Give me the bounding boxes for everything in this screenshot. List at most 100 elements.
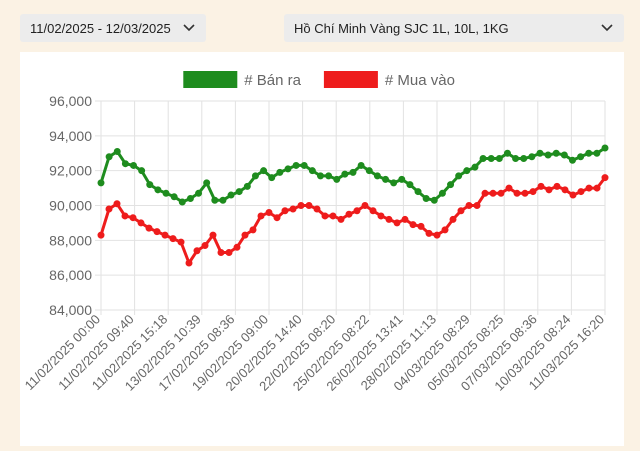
data-point[interactable]	[441, 226, 449, 234]
data-point[interactable]	[520, 154, 528, 162]
data-point[interactable]	[97, 231, 105, 239]
data-point[interactable]	[337, 215, 345, 223]
data-point[interactable]	[417, 222, 425, 230]
data-point[interactable]	[414, 188, 422, 196]
data-point[interactable]	[249, 226, 257, 234]
data-point[interactable]	[545, 186, 553, 194]
data-point[interactable]	[593, 149, 601, 157]
data-point[interactable]	[503, 149, 511, 157]
data-point[interactable]	[345, 210, 353, 218]
data-point[interactable]	[449, 215, 457, 223]
data-point[interactable]	[201, 242, 209, 250]
data-point[interactable]	[406, 181, 414, 189]
data-point[interactable]	[97, 179, 105, 187]
data-point[interactable]	[169, 235, 177, 243]
data-point[interactable]	[601, 174, 609, 182]
data-point[interactable]	[227, 191, 235, 199]
data-point[interactable]	[284, 165, 292, 173]
data-point[interactable]	[325, 172, 333, 180]
data-point[interactable]	[438, 189, 446, 197]
data-point[interactable]	[513, 189, 521, 197]
data-point[interactable]	[561, 186, 569, 194]
legend-swatch[interactable]	[183, 71, 238, 88]
data-point[interactable]	[153, 228, 161, 236]
data-point[interactable]	[471, 163, 479, 171]
data-point[interactable]	[552, 149, 560, 157]
data-point[interactable]	[577, 188, 585, 196]
data-point[interactable]	[273, 214, 281, 222]
data-point[interactable]	[430, 196, 438, 204]
data-point[interactable]	[162, 189, 170, 197]
data-point[interactable]	[265, 208, 273, 216]
legend-label[interactable]: # Mua vào	[385, 72, 455, 89]
data-point[interactable]	[425, 229, 433, 237]
data-point[interactable]	[193, 247, 201, 255]
data-point[interactable]	[349, 168, 357, 176]
data-point[interactable]	[177, 238, 185, 246]
data-point[interactable]	[300, 161, 308, 169]
data-point[interactable]	[398, 175, 406, 183]
data-point[interactable]	[369, 207, 377, 215]
data-point[interactable]	[146, 181, 154, 189]
data-point[interactable]	[457, 207, 465, 215]
data-point[interactable]	[105, 153, 113, 161]
data-point[interactable]	[361, 202, 369, 209]
data-point[interactable]	[569, 191, 577, 199]
location-product-select[interactable]: Hồ Chí Minh Vàng SJC 1L, 10L, 1KG	[284, 14, 624, 42]
data-point[interactable]	[521, 189, 529, 197]
data-point[interactable]	[257, 212, 265, 220]
data-point[interactable]	[209, 231, 217, 239]
data-point[interactable]	[195, 189, 203, 197]
data-point[interactable]	[308, 167, 316, 175]
data-point[interactable]	[422, 195, 430, 203]
data-point[interactable]	[528, 153, 536, 161]
data-point[interactable]	[235, 188, 243, 196]
data-point[interactable]	[217, 249, 225, 257]
data-point[interactable]	[313, 205, 321, 213]
data-point[interactable]	[292, 161, 300, 169]
data-point[interactable]	[479, 154, 487, 162]
data-point[interactable]	[225, 249, 233, 257]
data-point[interactable]	[289, 205, 297, 213]
data-point[interactable]	[137, 219, 145, 227]
data-point[interactable]	[121, 160, 129, 168]
data-point[interactable]	[497, 189, 505, 197]
data-point[interactable]	[105, 205, 113, 213]
data-point[interactable]	[113, 200, 121, 208]
data-point[interactable]	[536, 149, 544, 157]
data-point[interactable]	[233, 243, 241, 251]
data-point[interactable]	[251, 172, 259, 180]
data-point[interactable]	[529, 188, 537, 196]
data-point[interactable]	[333, 175, 341, 183]
data-point[interactable]	[241, 231, 249, 239]
data-point[interactable]	[329, 212, 337, 220]
data-point[interactable]	[560, 151, 568, 159]
data-point[interactable]	[463, 167, 471, 175]
data-point[interactable]	[281, 207, 289, 215]
data-point[interactable]	[161, 231, 169, 239]
data-point[interactable]	[145, 224, 153, 232]
data-point[interactable]	[178, 198, 186, 206]
data-point[interactable]	[433, 231, 441, 239]
data-point[interactable]	[553, 182, 561, 190]
legend-label[interactable]: # Bán ra	[244, 72, 301, 89]
data-point[interactable]	[577, 153, 585, 161]
data-point[interactable]	[393, 219, 401, 227]
data-point[interactable]	[505, 184, 513, 192]
data-point[interactable]	[544, 151, 552, 159]
data-point[interactable]	[357, 161, 365, 169]
data-point[interactable]	[154, 186, 162, 194]
data-point[interactable]	[593, 184, 601, 192]
data-point[interactable]	[219, 196, 227, 204]
data-point[interactable]	[276, 168, 284, 176]
data-point[interactable]	[512, 154, 520, 162]
data-point[interactable]	[481, 189, 489, 197]
data-point[interactable]	[138, 167, 146, 175]
data-point[interactable]	[373, 172, 381, 180]
data-point[interactable]	[113, 148, 121, 156]
date-range-select[interactable]: 11/02/2025 - 12/03/2025	[20, 14, 206, 42]
data-point[interactable]	[186, 195, 194, 203]
data-point[interactable]	[211, 196, 219, 204]
data-point[interactable]	[297, 202, 305, 209]
data-point[interactable]	[321, 212, 329, 220]
